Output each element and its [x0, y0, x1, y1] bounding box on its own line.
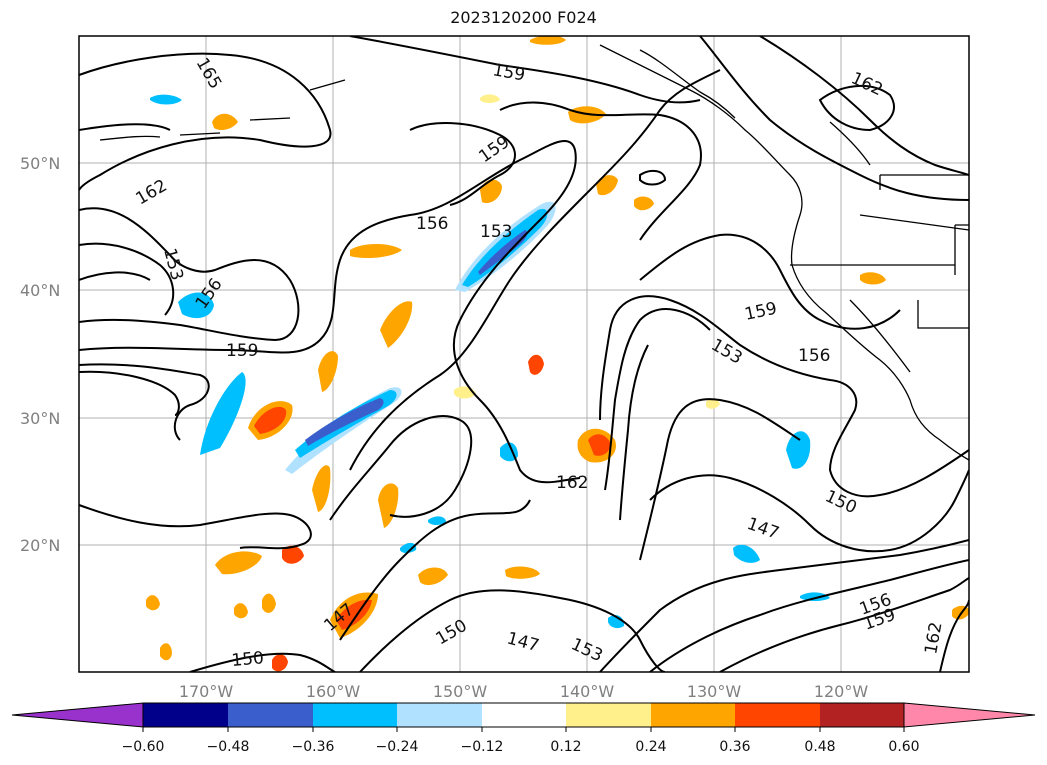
- lat-label: 50°N: [20, 154, 60, 173]
- positive-anomaly-patch: [212, 113, 238, 130]
- colorbar-extend-low: [11, 702, 144, 728]
- positive-anomaly-patch: [634, 196, 654, 211]
- positive-anomaly-patch: [380, 301, 413, 348]
- positive-anomaly-patch: [350, 244, 402, 258]
- colorbar-segment: [651, 703, 735, 727]
- positive-anomaly-patch: [282, 545, 304, 564]
- positive-anomaly-patch: [215, 551, 262, 575]
- positive-anomaly-patch: [234, 603, 248, 619]
- colorbar-tick-label: 0.36: [719, 739, 750, 755]
- positive-anomaly-patch: [588, 434, 611, 456]
- anomaly-shading: [146, 36, 969, 672]
- contour-label: 150: [231, 648, 265, 671]
- positive-anomaly-patch: [530, 36, 566, 45]
- positive-anomaly-patch: [160, 643, 172, 661]
- map-title: 2023120200 F024: [450, 8, 597, 27]
- longitude-labels: 170°W 160°W 150°W 140°W 130°W 120°W: [179, 682, 869, 701]
- positive-anomaly-patch: [254, 406, 287, 434]
- positive-anomaly-patch: [272, 654, 288, 672]
- contour-label: 156: [416, 214, 448, 234]
- negative-anomaly-patch: [400, 542, 417, 553]
- positive-anomaly-patch: [505, 566, 540, 579]
- colorbar-tick-label: −0.60: [122, 739, 165, 755]
- positive-anomaly-patch: [706, 398, 720, 409]
- positive-anomaly-patch: [262, 593, 276, 613]
- lon-label: 120°W: [814, 682, 869, 701]
- colorbar-segment: [313, 703, 397, 727]
- negative-anomaly-patch: [733, 544, 760, 563]
- contour-label: 162: [556, 473, 588, 493]
- positive-anomaly-patch: [418, 567, 448, 586]
- colorbar-segment: [566, 703, 651, 727]
- colorbar: −0.60 −0.48 −0.36 −0.24 −0.12 0.12 0.24 …: [11, 702, 1036, 755]
- colorbar-segment: [228, 703, 313, 727]
- colorbar-tick-label: −0.36: [292, 739, 335, 755]
- contour-label: 153: [480, 222, 512, 242]
- positive-anomaly-patch: [312, 465, 331, 512]
- lon-label: 170°W: [179, 682, 234, 701]
- lon-label: 130°W: [687, 682, 742, 701]
- contour-label: 156: [798, 346, 830, 366]
- negative-anomaly-patch: [786, 431, 811, 469]
- coastlines: [99, 44, 969, 461]
- colorbar-segment: [482, 703, 566, 727]
- negative-anomaly-patch: [428, 516, 446, 525]
- positive-anomaly-patch: [596, 175, 618, 196]
- lat-label: 20°N: [20, 536, 60, 555]
- latitude-labels: 50°N 40°N 30°N 20°N: [20, 154, 60, 555]
- positive-anomaly-patch: [860, 272, 886, 285]
- negative-anomaly-patch: [178, 292, 214, 319]
- lat-label: 40°N: [20, 281, 60, 300]
- colorbar-segment: [397, 703, 482, 727]
- negative-anomaly-patch: [305, 398, 384, 446]
- positive-anomaly-patch: [480, 94, 500, 103]
- negative-anomaly-patch: [200, 372, 246, 455]
- positive-anomaly-patch: [146, 595, 160, 611]
- colorbar-tick-label: 0.60: [888, 739, 919, 755]
- colorbar-tick-label: −0.24: [376, 739, 419, 755]
- lon-label: 150°W: [433, 682, 488, 701]
- positive-anomaly-patch: [378, 483, 399, 528]
- negative-anomaly-patch: [150, 94, 182, 105]
- colorbar-tick-label: −0.48: [207, 739, 250, 755]
- map-border: [78, 35, 970, 673]
- colorbar-tick-label: 0.24: [635, 739, 666, 755]
- colorbar-extend-high: [903, 702, 1036, 728]
- colorbar-tick-label: 0.48: [804, 739, 835, 755]
- positive-anomaly-patch: [318, 351, 338, 392]
- positive-anomaly-patch: [528, 354, 544, 375]
- lat-label: 30°N: [20, 409, 60, 428]
- colorbar-segment: [735, 703, 820, 727]
- colorbar-tick-label: −0.12: [461, 739, 504, 755]
- colorbar-segment: [820, 703, 904, 727]
- lon-label: 140°W: [560, 682, 615, 701]
- negative-anomaly-patch: [800, 592, 830, 601]
- colorbar-tick-label: 0.12: [550, 739, 581, 755]
- height-contours: [79, 36, 969, 672]
- positive-anomaly-patch: [480, 179, 502, 204]
- colorbar-segment: [143, 703, 228, 727]
- negative-anomaly-patch: [478, 230, 528, 275]
- contour-label: 159: [226, 341, 258, 361]
- lon-label: 160°W: [306, 682, 361, 701]
